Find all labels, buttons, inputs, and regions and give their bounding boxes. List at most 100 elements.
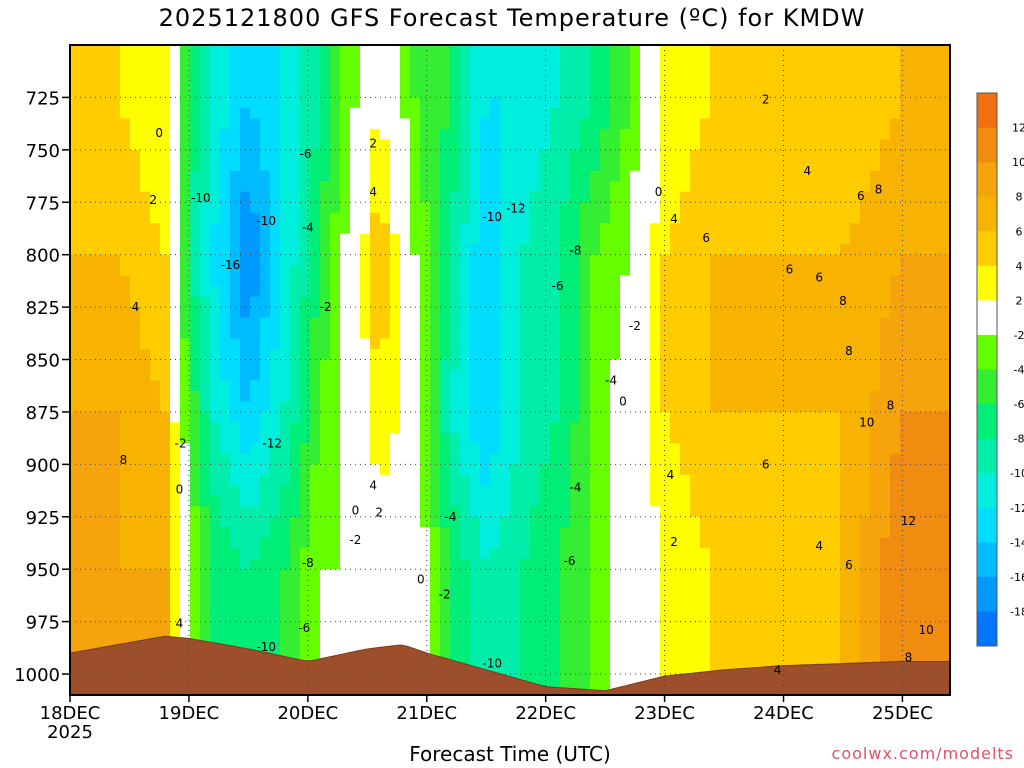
- field-cell: [350, 558, 361, 570]
- field-cell: [260, 485, 271, 497]
- field-cell: [680, 432, 691, 444]
- field-cell: [460, 548, 471, 560]
- field-cell: [100, 55, 111, 67]
- field-cell: [160, 422, 171, 434]
- field-cell: [150, 55, 161, 67]
- field-cell: [520, 569, 531, 581]
- field-cell: [490, 328, 501, 340]
- field-cell: [860, 464, 871, 476]
- field-cell: [840, 307, 851, 319]
- field-cell: [750, 275, 761, 287]
- field-cell: [400, 170, 411, 182]
- field-cell: [170, 118, 181, 130]
- field-cell: [280, 621, 291, 633]
- field-cell: [810, 86, 821, 99]
- field-cell: [200, 506, 211, 518]
- field-cell: [810, 223, 821, 235]
- field-cell: [100, 632, 111, 644]
- field-cell: [210, 45, 221, 57]
- field-cell: [130, 338, 141, 350]
- field-cell: [450, 139, 461, 151]
- field-cell: [760, 202, 771, 214]
- field-cell: [750, 65, 761, 78]
- field-cell: [620, 443, 631, 455]
- field-cell: [310, 401, 321, 413]
- field-cell: [680, 160, 691, 172]
- field-cell: [140, 296, 151, 308]
- field-cell: [430, 621, 441, 633]
- field-cell: [80, 223, 91, 235]
- field-cell: [450, 443, 461, 455]
- field-cell: [590, 653, 601, 665]
- field-cell: [170, 579, 181, 591]
- field-cell: [730, 76, 741, 88]
- field-cell: [720, 422, 731, 434]
- field-cell: [110, 244, 121, 256]
- field-cell: [710, 328, 721, 340]
- field-cell: [790, 370, 801, 382]
- field-cell: [560, 464, 571, 476]
- field-cell: [620, 97, 631, 109]
- field-cell: [530, 307, 541, 319]
- field-cell: [630, 286, 641, 298]
- field-cell: [670, 107, 681, 119]
- field-cell: [180, 118, 191, 130]
- field-cell: [350, 212, 361, 224]
- field-cell: [630, 76, 641, 88]
- field-cell: [560, 590, 571, 602]
- field-cell: [570, 359, 581, 371]
- field-cell: [280, 390, 291, 403]
- field-cell: [560, 307, 571, 319]
- field-cell: [440, 275, 451, 287]
- field-cell: [230, 286, 241, 298]
- field-cell: [590, 611, 601, 623]
- field-cell: [530, 663, 541, 675]
- field-cell: [250, 296, 261, 308]
- field-cell: [410, 118, 421, 130]
- field-cell: [820, 453, 831, 465]
- field-cell: [630, 170, 641, 182]
- field-cell: [820, 202, 831, 214]
- field-cell: [730, 506, 741, 518]
- field-cell: [290, 621, 301, 633]
- field-cell: [620, 527, 631, 539]
- field-cell: [160, 97, 171, 109]
- field-cell: [610, 139, 621, 151]
- field-cell: [740, 569, 751, 581]
- field-cell: [420, 307, 431, 319]
- field-cell: [710, 443, 721, 455]
- field-cell: [80, 464, 91, 476]
- field-cell: [80, 422, 91, 434]
- field-cell: [600, 202, 611, 214]
- field-cell: [750, 432, 761, 444]
- field-cell: [320, 181, 331, 193]
- field-cell: [230, 495, 241, 507]
- field-cell: [340, 569, 351, 581]
- field-cell: [510, 621, 521, 633]
- field-cell: [420, 443, 431, 455]
- field-cell: [210, 223, 221, 235]
- field-cell: [570, 527, 581, 539]
- field-cell: [410, 244, 421, 256]
- field-cell: [780, 390, 791, 403]
- field-cell: [330, 275, 341, 287]
- field-cell: [140, 370, 151, 382]
- field-cell: [590, 128, 601, 140]
- field-cell: [350, 411, 361, 424]
- field-cell: [820, 55, 831, 67]
- field-cell: [710, 516, 721, 528]
- field-cell: [310, 380, 321, 392]
- field-cell: [780, 464, 791, 476]
- field-cell: [610, 485, 621, 497]
- field-cell: [230, 380, 241, 392]
- field-cell: [400, 338, 411, 350]
- field-cell: [290, 632, 301, 644]
- field-cell: [570, 107, 581, 119]
- field-cell: [340, 579, 351, 591]
- field-cell: [180, 223, 191, 235]
- field-cell: [560, 254, 571, 266]
- field-cell: [320, 202, 331, 214]
- field-cell: [310, 527, 321, 539]
- field-cell: [210, 453, 221, 465]
- field-cell: [630, 254, 641, 266]
